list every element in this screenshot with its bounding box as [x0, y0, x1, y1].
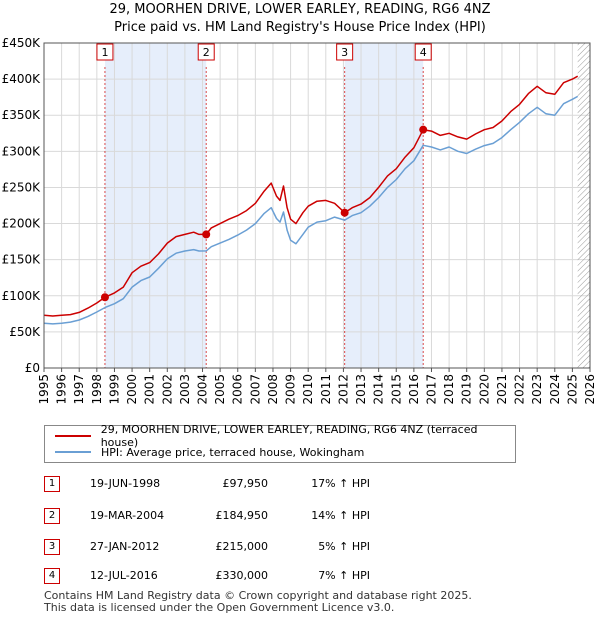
x-tick-label: 2019 [460, 374, 474, 405]
sale-marker-box [414, 43, 432, 61]
transaction-number-badge: 1 [44, 476, 60, 492]
x-tick-label: 2001 [143, 374, 157, 405]
y-tick-label: £450K [2, 36, 42, 50]
transaction-date: 12-JUL-2016 [90, 569, 158, 582]
transaction-hpi: 7% ↑ HPI [318, 569, 370, 582]
y-tick-label: £250K [2, 180, 42, 194]
sale-point [340, 208, 349, 217]
legend-swatch-price [55, 435, 91, 437]
footer-licence: This data is licensed under the Open Gov… [44, 601, 395, 614]
x-tick-label: 2009 [284, 374, 298, 405]
chart-subtitle: Price paid vs. HM Land Registry's House … [114, 20, 486, 35]
y-tick-label: £100K [2, 289, 42, 303]
sale-point [419, 125, 428, 134]
x-tick-label: 1998 [90, 374, 104, 405]
transaction-row: 1 19-JUN-1998 £97,950 17% ↑ HPI [0, 476, 600, 494]
x-tick-label: 2004 [196, 374, 210, 405]
x-tick-label: 1997 [72, 374, 86, 405]
x-tick-label: 2000 [125, 374, 139, 405]
transaction-hpi: 14% ↑ HPI [311, 509, 370, 522]
x-tick-label: 2012 [336, 374, 350, 405]
y-tick-label: £150K [2, 253, 42, 267]
sale-marker-label: 2 [203, 46, 210, 59]
sale-marker-label: 1 [101, 46, 108, 59]
x-tick-label: 2025 [565, 374, 579, 405]
transaction-number-badge: 2 [44, 508, 60, 524]
x-tick-label: 2011 [319, 374, 333, 405]
sale-marker-label: 4 [420, 46, 427, 59]
hpi-series-line [43, 95, 579, 325]
forecast-hatch-area [577, 43, 590, 368]
legend-label-hpi: HPI: Average price, terraced house, Woki… [101, 445, 365, 459]
x-tick-label: 2007 [248, 374, 262, 405]
sale-marker-box [96, 43, 114, 61]
x-tick-label: 2018 [442, 374, 456, 405]
x-tick-label: 2026 [583, 374, 597, 405]
x-tick-label: 2017 [424, 374, 438, 405]
x-tick-label: 2015 [389, 374, 403, 405]
transaction-date: 19-JUN-1998 [90, 477, 161, 490]
plot-frame [43, 42, 591, 369]
x-tick-label: 2021 [495, 374, 509, 405]
legend: 29, MOORHEN DRIVE, LOWER EARLEY, READING… [44, 423, 516, 463]
x-tick-label: 2022 [513, 374, 527, 405]
legend-item-hpi: HPI: Average price, terraced house, Woki… [55, 444, 364, 460]
x-tick-label: 1999 [107, 374, 121, 405]
transaction-hpi: 17% ↑ HPI [311, 477, 370, 490]
price-series-line [43, 75, 579, 317]
legend-swatch-hpi [55, 451, 91, 453]
transaction-price: £97,950 [222, 477, 269, 490]
x-tick-label: 2013 [354, 374, 368, 405]
transaction-price: £184,950 [215, 509, 269, 522]
sale-point [100, 293, 109, 302]
y-tick-label: £200K [2, 217, 42, 231]
footer-copyright: Contains HM Land Registry data © Crown c… [44, 589, 472, 602]
transaction-price: £215,000 [215, 540, 269, 553]
x-tick-label: 2020 [477, 374, 491, 405]
x-tick-label: 2016 [407, 374, 421, 405]
y-tick-label: £400K [2, 72, 42, 86]
chart-title: 29, MOORHEN DRIVE, LOWER EARLEY, READING… [109, 2, 491, 17]
legend-item-price: 29, MOORHEN DRIVE, LOWER EARLEY, READING… [55, 423, 515, 449]
x-tick-label: 2008 [266, 374, 280, 405]
transaction-row: 2 19-MAR-2004 £184,950 14% ↑ HPI [0, 508, 600, 526]
transaction-number-badge: 4 [44, 568, 60, 584]
sale-marker-box [197, 43, 215, 61]
sale-point [202, 230, 211, 239]
x-tick-label: 1995 [37, 374, 51, 405]
x-tick-label: 2010 [301, 374, 315, 405]
transaction-row: 4 12-JUL-2016 £330,000 7% ↑ HPI [0, 568, 600, 586]
y-tick-label: £50K [9, 325, 41, 339]
y-tick-label: £0 [25, 361, 40, 375]
sale-marker-label: 3 [341, 46, 348, 59]
transaction-date: 19-MAR-2004 [90, 509, 165, 522]
x-tick-label: 2024 [548, 374, 562, 405]
transaction-date: 27-JAN-2012 [90, 540, 160, 553]
legend-label-price: 29, MOORHEN DRIVE, LOWER EARLEY, READING… [100, 423, 478, 449]
x-tick-label: 2006 [231, 374, 245, 405]
transaction-hpi: 5% ↑ HPI [318, 540, 370, 553]
x-tick-label: 2003 [178, 374, 192, 405]
transaction-price: £330,000 [215, 569, 269, 582]
x-tick-label: 1996 [55, 374, 69, 405]
x-tick-label: 2023 [530, 374, 544, 405]
x-tick-label: 2005 [213, 374, 227, 405]
price-chart: 1 2 3 4 £0 £50K £100K £150K £200K £250K £300K £350… [2, 36, 597, 405]
x-tick-label: 2002 [160, 374, 174, 405]
transaction-row: 3 27-JAN-2012 £215,000 5% ↑ HPI [0, 539, 600, 557]
x-tick-label: 2014 [372, 374, 386, 405]
transaction-number-badge: 3 [44, 539, 60, 555]
y-tick-label: £300K [2, 144, 42, 158]
ownership-period-shade [104, 43, 207, 368]
y-tick-label: £350K [2, 108, 42, 122]
sale-marker-box [336, 43, 354, 61]
